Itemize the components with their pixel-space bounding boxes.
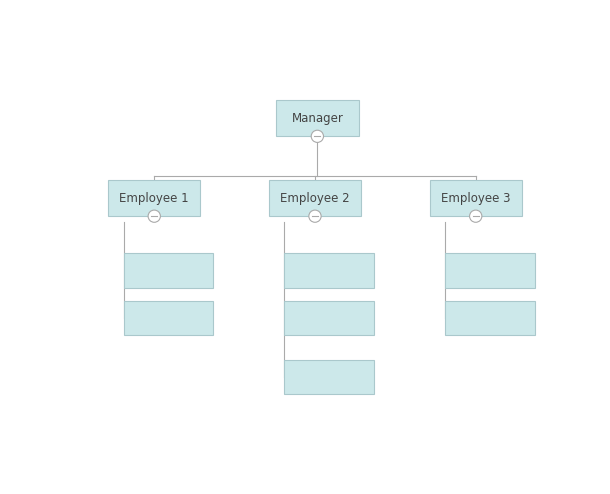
FancyBboxPatch shape [284,253,374,288]
FancyBboxPatch shape [284,360,374,394]
Text: Employee 2: Employee 2 [280,192,350,205]
Text: Manager: Manager [292,112,343,125]
Ellipse shape [309,210,321,222]
FancyBboxPatch shape [445,301,535,335]
FancyBboxPatch shape [269,180,361,216]
Ellipse shape [148,210,160,222]
FancyBboxPatch shape [429,180,522,216]
FancyBboxPatch shape [284,301,374,335]
FancyBboxPatch shape [123,301,214,335]
FancyBboxPatch shape [108,180,200,216]
Ellipse shape [470,210,482,222]
FancyBboxPatch shape [445,253,535,288]
Ellipse shape [311,130,323,142]
Text: Employee 1: Employee 1 [120,192,189,205]
FancyBboxPatch shape [123,253,214,288]
Text: Employee 3: Employee 3 [441,192,511,205]
FancyBboxPatch shape [276,100,359,136]
